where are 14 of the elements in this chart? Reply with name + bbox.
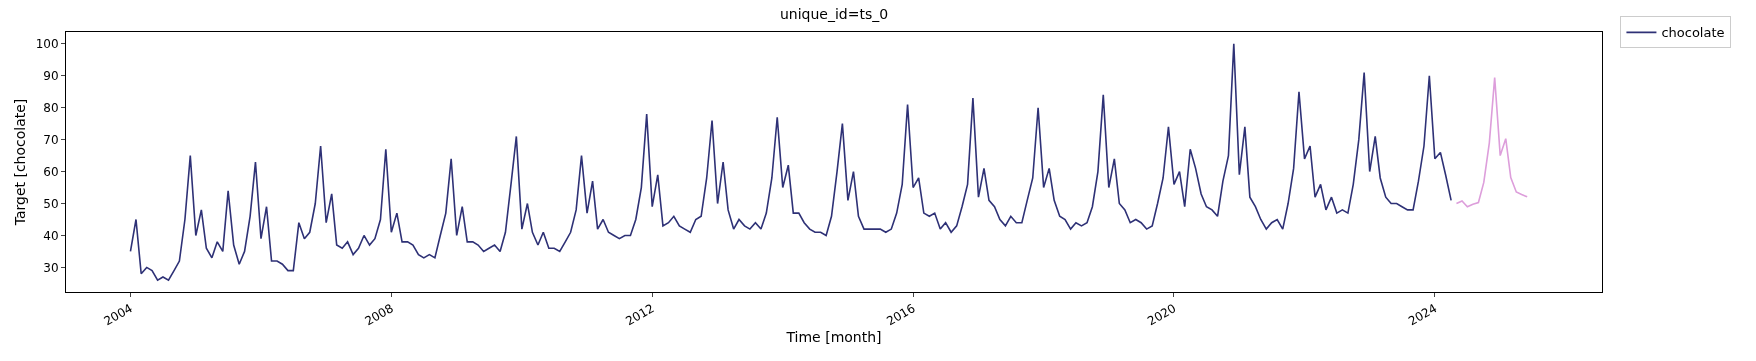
y-tick-label: 100 [35,37,59,52]
chart-title: unique_id=ts_0 [779,5,889,22]
y-tick-label: 40 [43,228,59,243]
x-axis-title: Time [month] [785,328,882,345]
y-tick-label: 80 [43,100,59,115]
y-axis-title: Target [chocolate] [12,98,29,227]
y-tick-label: 90 [43,68,59,83]
line-series [1455,76,1528,208]
legend-label: chocolate [1661,25,1725,41]
line-series [129,43,1452,281]
y-tick-label: 30 [43,260,59,275]
y-tick-label: 50 [43,196,59,211]
y-tick-label: 60 [43,164,59,179]
y-tick-label: 70 [43,132,59,147]
